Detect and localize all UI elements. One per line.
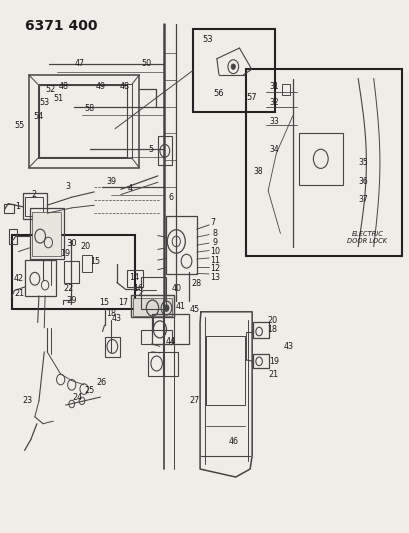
- Text: 20: 20: [80, 242, 90, 251]
- Text: 26: 26: [96, 378, 106, 387]
- Text: 48: 48: [120, 83, 130, 91]
- Text: 48: 48: [58, 83, 68, 91]
- Text: 6371 400: 6371 400: [25, 19, 97, 33]
- Bar: [141, 277, 166, 309]
- Text: 31: 31: [269, 82, 278, 91]
- Text: 54: 54: [33, 112, 43, 120]
- Text: 41: 41: [175, 302, 185, 311]
- Text: 43: 43: [283, 342, 293, 351]
- Text: 57: 57: [246, 93, 256, 102]
- Bar: [245, 69, 401, 256]
- Circle shape: [231, 64, 235, 69]
- Text: 51: 51: [54, 94, 63, 102]
- Text: 44: 44: [165, 337, 175, 345]
- Bar: [147, 352, 178, 376]
- Text: 34: 34: [269, 145, 278, 154]
- Bar: [22, 193, 47, 219]
- Text: 18: 18: [267, 325, 277, 334]
- Bar: [192, 29, 274, 112]
- Bar: [157, 136, 172, 165]
- Bar: [32, 212, 61, 256]
- Bar: [9, 229, 17, 244]
- Text: 4: 4: [128, 184, 133, 192]
- Text: 28: 28: [191, 279, 201, 288]
- Text: 9: 9: [212, 238, 217, 247]
- Text: 39: 39: [106, 177, 116, 185]
- Bar: [25, 197, 43, 216]
- Bar: [298, 133, 342, 185]
- Bar: [133, 298, 172, 316]
- Text: 30: 30: [66, 239, 76, 248]
- Bar: [81, 255, 92, 272]
- Text: 12: 12: [210, 264, 220, 272]
- Text: 16: 16: [133, 285, 143, 293]
- Bar: [29, 208, 64, 259]
- Bar: [253, 354, 268, 368]
- Text: 21: 21: [15, 289, 25, 297]
- Text: 15: 15: [90, 257, 100, 265]
- Text: 8: 8: [212, 229, 217, 238]
- Text: 6: 6: [169, 193, 173, 201]
- Bar: [205, 336, 244, 405]
- Text: 50: 50: [142, 60, 151, 68]
- Bar: [253, 322, 268, 338]
- Circle shape: [164, 305, 169, 311]
- Bar: [281, 84, 289, 95]
- Text: 45: 45: [190, 305, 200, 313]
- Text: 21: 21: [268, 370, 278, 378]
- Text: 13: 13: [210, 273, 220, 281]
- Bar: [39, 85, 127, 157]
- Text: 55: 55: [15, 121, 25, 130]
- Text: 37: 37: [357, 196, 367, 204]
- Text: 5: 5: [148, 145, 153, 154]
- Bar: [4, 204, 14, 213]
- Text: 3: 3: [65, 182, 70, 191]
- Text: 18: 18: [106, 309, 116, 318]
- Text: 56: 56: [213, 89, 224, 98]
- Text: 27: 27: [189, 397, 199, 405]
- Bar: [127, 270, 143, 287]
- Text: 40: 40: [171, 285, 181, 293]
- Text: 10: 10: [210, 247, 220, 256]
- Text: 2: 2: [31, 190, 36, 199]
- Text: 33: 33: [269, 117, 278, 126]
- Text: 19: 19: [268, 357, 278, 366]
- Text: 29: 29: [66, 296, 76, 305]
- Text: 17: 17: [118, 298, 128, 307]
- Text: 7: 7: [210, 218, 215, 227]
- Text: 25: 25: [84, 386, 94, 394]
- Bar: [25, 260, 56, 296]
- Text: 53: 53: [39, 98, 49, 107]
- Text: 38: 38: [253, 167, 263, 176]
- Bar: [151, 314, 188, 344]
- Text: 14: 14: [128, 273, 138, 281]
- Text: 19: 19: [60, 249, 70, 258]
- Bar: [141, 330, 172, 344]
- Text: 11: 11: [210, 256, 220, 264]
- Text: 47: 47: [75, 60, 85, 68]
- Bar: [29, 75, 139, 168]
- Text: ELECTRIC
DOOR LOCK: ELECTRIC DOOR LOCK: [346, 231, 387, 244]
- Text: 53: 53: [202, 35, 212, 44]
- Text: 42: 42: [13, 274, 23, 282]
- Bar: [64, 261, 79, 283]
- Text: 36: 36: [357, 177, 367, 185]
- Text: 15: 15: [99, 298, 109, 307]
- Text: 22: 22: [63, 285, 74, 293]
- Text: 58: 58: [84, 104, 94, 113]
- Text: 43: 43: [112, 314, 121, 323]
- Text: 52: 52: [45, 85, 55, 94]
- Text: 49: 49: [96, 83, 106, 91]
- Text: 20: 20: [267, 317, 277, 325]
- Bar: [104, 337, 120, 357]
- Text: 46: 46: [228, 437, 238, 446]
- Bar: [131, 295, 174, 317]
- Bar: [166, 216, 196, 274]
- Text: 1: 1: [15, 203, 20, 211]
- Text: 24: 24: [72, 393, 82, 401]
- Bar: [12, 235, 135, 309]
- Text: 23: 23: [22, 397, 32, 405]
- Text: 35: 35: [357, 158, 367, 167]
- Text: 32: 32: [269, 99, 278, 107]
